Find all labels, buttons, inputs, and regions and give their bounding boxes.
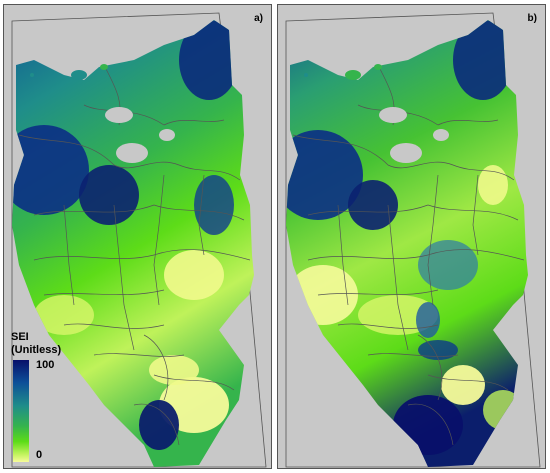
province-outline-a (11, 12, 267, 468)
map-panel-a: a) SEI (Unitless) 100 0 (3, 4, 272, 469)
legend-title-line2: (Unitless) (11, 344, 62, 356)
map-b-svg (285, 12, 541, 468)
legend-min-label: 0 (36, 449, 43, 461)
map-a-svg (11, 12, 267, 468)
panel-label-b: b) (527, 13, 537, 24)
legend-color-bar (13, 360, 29, 462)
legend-title-line1: SEI (11, 331, 29, 343)
legend-title: SEI (Unitless) (11, 331, 61, 357)
legend: SEI (Unitless) 100 0 (11, 331, 73, 466)
legend-max-label: 100 (36, 359, 55, 371)
panel-label-a: a) (254, 13, 263, 24)
province-outline-b (285, 12, 541, 468)
map-panel-b: b) (277, 4, 546, 469)
